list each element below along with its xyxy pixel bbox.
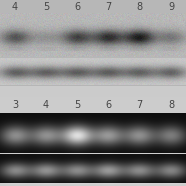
Text: 4: 4	[43, 100, 49, 110]
Text: 8: 8	[136, 2, 142, 12]
Text: 5: 5	[43, 2, 49, 12]
Text: 8: 8	[168, 100, 174, 110]
Text: 5: 5	[74, 100, 80, 110]
Text: 6: 6	[105, 100, 111, 110]
Text: 7: 7	[105, 2, 111, 12]
Text: 4: 4	[12, 2, 18, 12]
Text: 6: 6	[74, 2, 80, 12]
Text: 7: 7	[136, 100, 142, 110]
Text: 3: 3	[12, 100, 18, 110]
Text: 9: 9	[168, 2, 174, 12]
